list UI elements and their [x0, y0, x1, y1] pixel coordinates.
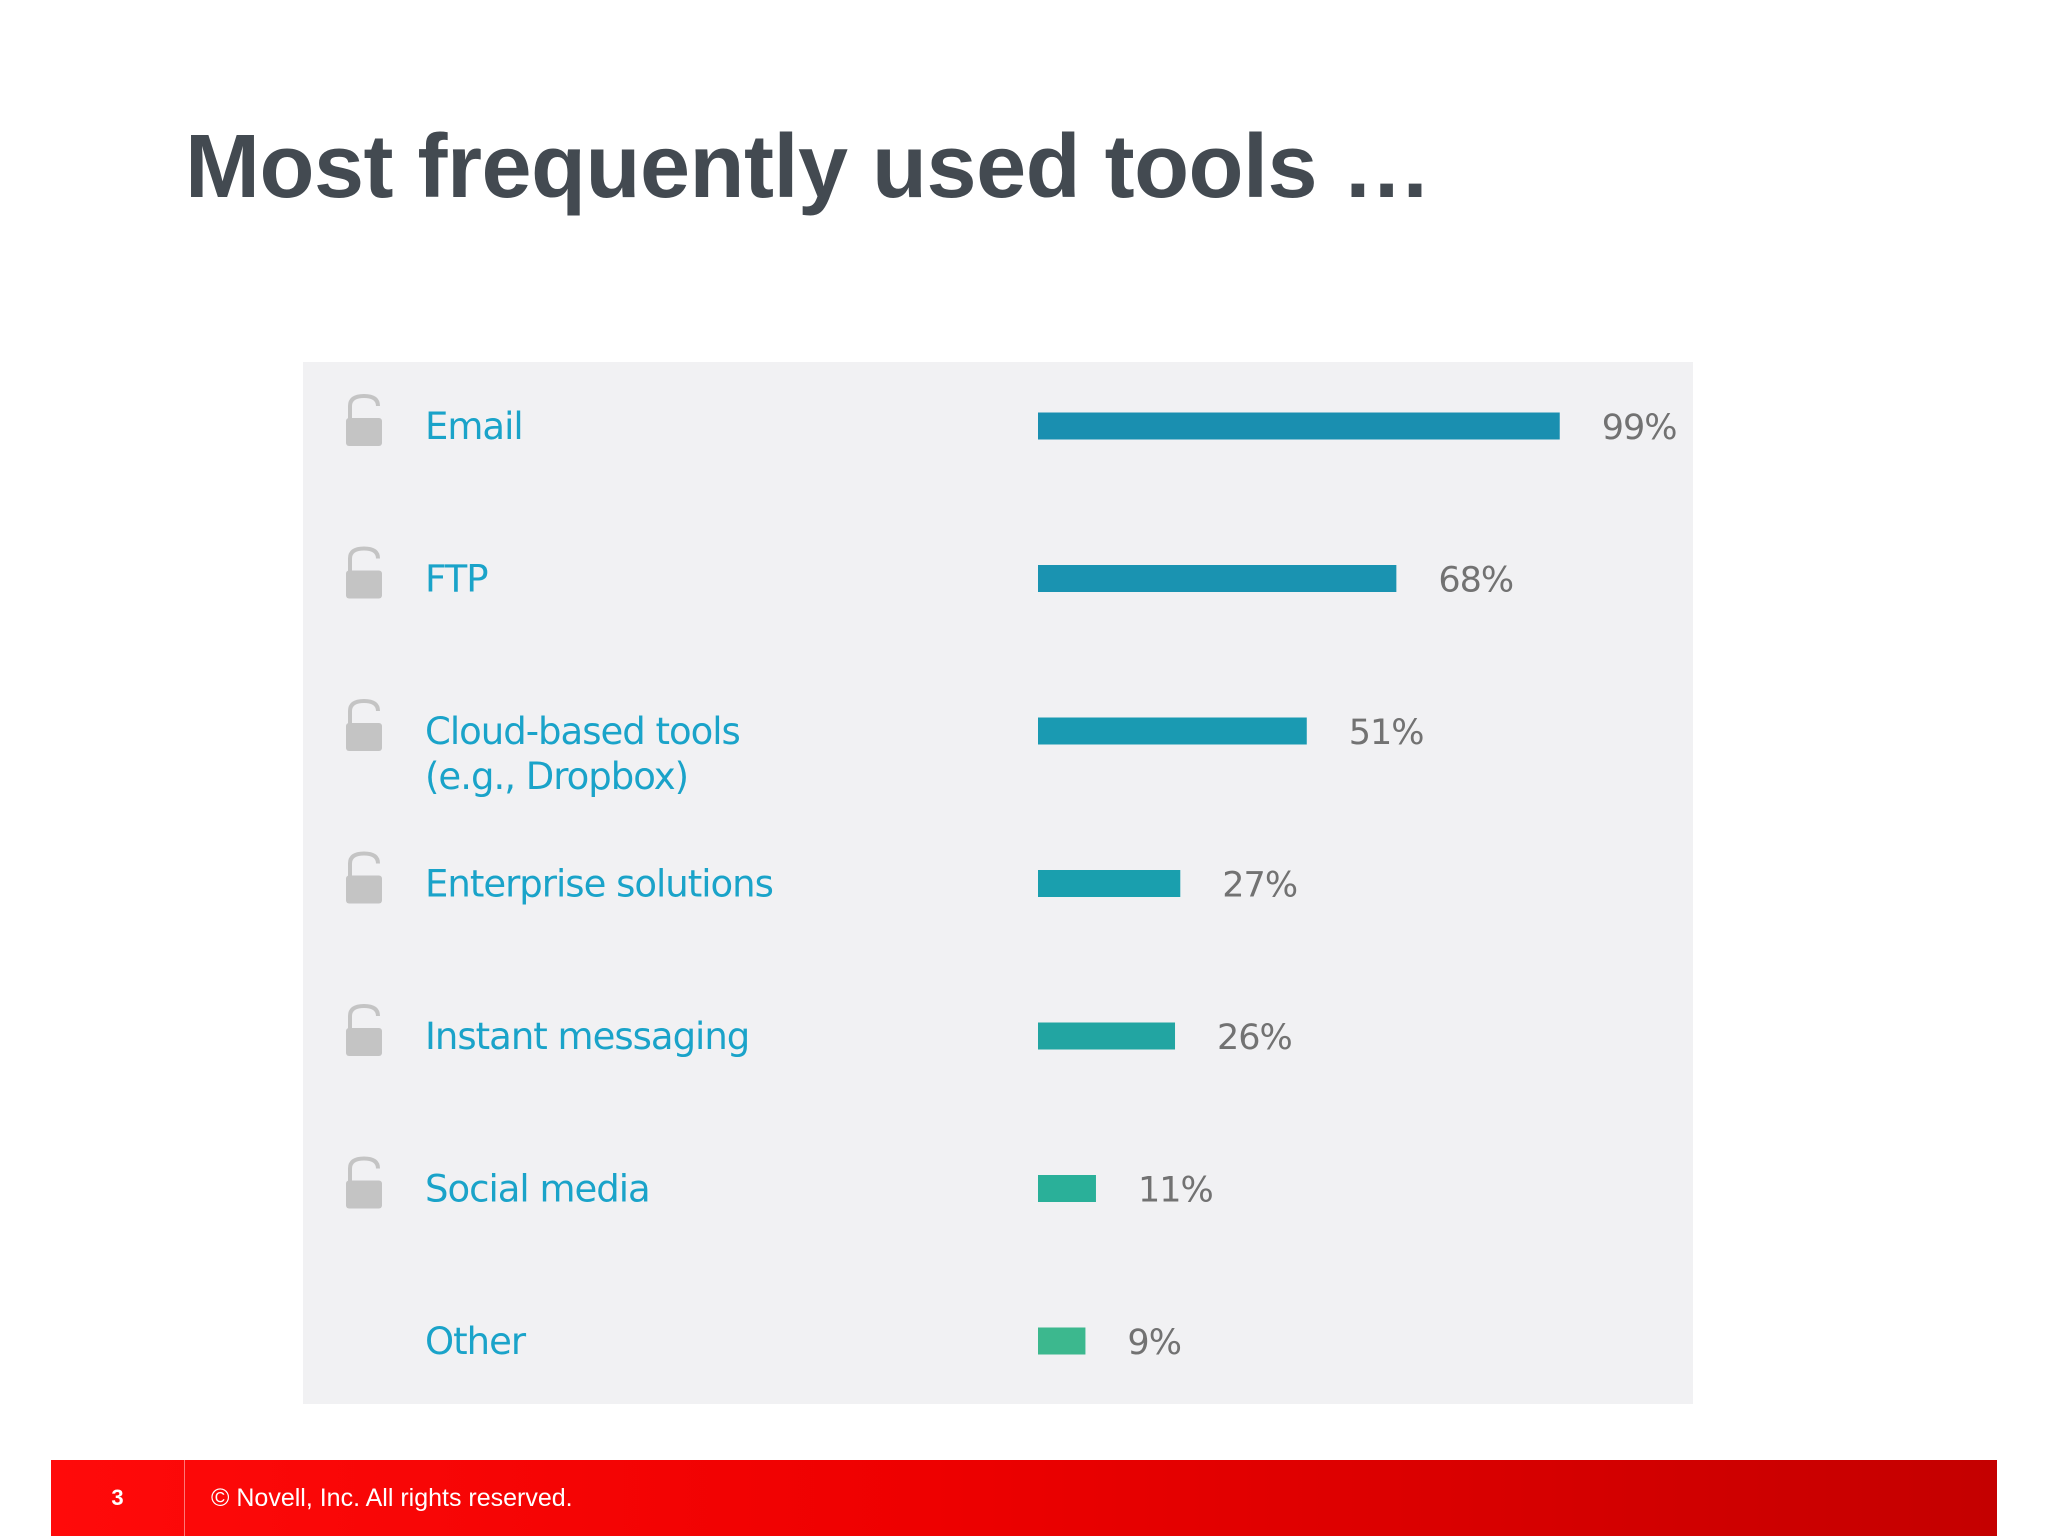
- lock-icon: [346, 723, 382, 751]
- slide-title: Most frequently used tools …: [185, 117, 1432, 217]
- lock-icon-shackle: [348, 1003, 380, 1030]
- lock-icon-shackle: [348, 1156, 380, 1183]
- data-label: 26%: [1217, 1018, 1292, 1058]
- category-label: Email: [425, 405, 523, 448]
- bar: [1038, 717, 1307, 745]
- category-label: Cloud-based tools: [425, 710, 740, 753]
- category-label: Enterprise solutions: [425, 863, 773, 906]
- category-label: Social media: [425, 1168, 650, 1211]
- bar-chart-svg: Email 99% FTP 68% Cloud-based tools(e.g., Dr…: [346, 393, 1678, 1363]
- category-label: (e.g., Dropbox): [425, 755, 688, 798]
- lock-icon-shackle: [348, 698, 380, 725]
- lock-icon: [346, 418, 382, 446]
- copyright-notice: © Novell, Inc. All rights reserved.: [211, 1483, 573, 1512]
- footer-bar: 3 © Novell, Inc. All rights reserved.: [51, 1460, 1997, 1536]
- data-label: 27%: [1222, 866, 1297, 906]
- lock-icon-shackle: [348, 393, 380, 420]
- data-label: 68%: [1438, 561, 1513, 601]
- data-label: 51%: [1349, 713, 1424, 753]
- page-number: 3: [51, 1460, 185, 1536]
- category-label: Instant messaging: [425, 1015, 749, 1058]
- data-label: 9%: [1127, 1323, 1181, 1363]
- category-label: FTP: [425, 558, 488, 601]
- lock-icon: [346, 1028, 382, 1056]
- bar: [1038, 1327, 1086, 1355]
- bar: [1038, 412, 1560, 440]
- bar: [1038, 1022, 1176, 1050]
- data-label: 99%: [1602, 408, 1677, 448]
- bar: [1038, 565, 1397, 592]
- category-label: Other: [425, 1320, 527, 1363]
- lock-icon: [346, 570, 382, 599]
- bar: [1038, 870, 1181, 897]
- bar-chart: Email 99% FTP 68% Cloud-based tools (e.g., Dr…: [303, 362, 1693, 1404]
- lock-icon: [346, 875, 382, 904]
- lock-icon-shackle: [348, 851, 380, 878]
- lock-icon-shackle: [348, 546, 380, 573]
- bar: [1038, 1175, 1096, 1202]
- lock-icon: [346, 1180, 382, 1209]
- data-label: 11%: [1138, 1171, 1213, 1211]
